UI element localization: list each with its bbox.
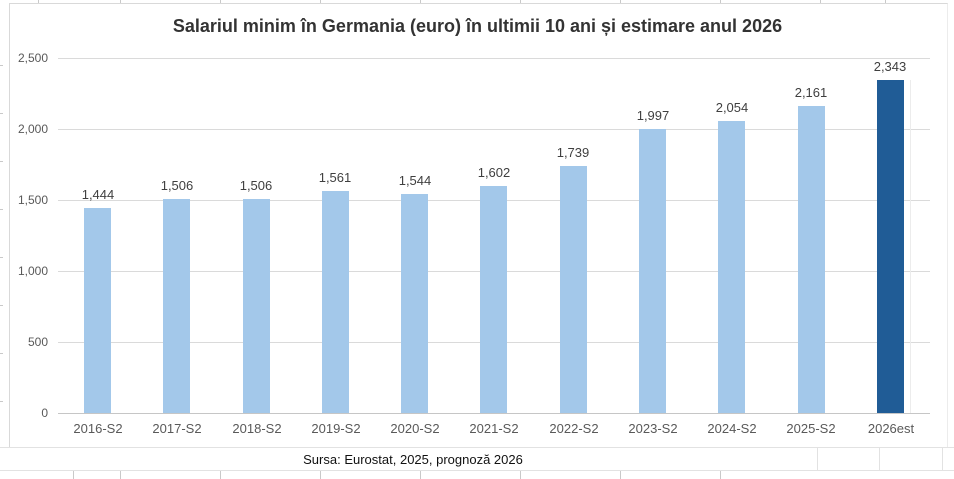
x-axis-label: 2025-S2 [786,421,836,436]
gridline [58,129,930,130]
x-axis-label: 2018-S2 [232,421,282,436]
chart-title: Salariul minim în Germania (euro) în ult… [172,16,783,36]
sheet-gridline-tick [220,471,221,479]
footer-row-bottom-border [0,470,954,471]
gridline [58,58,930,59]
bar[interactable] [84,208,111,413]
sheet-gridline-tick [820,0,821,3]
sheet-gridline-tick [420,0,421,3]
cell-border [817,447,818,471]
bar[interactable] [639,129,666,413]
x-axis-line [58,413,930,414]
sheet-gridline-tick [0,305,3,306]
sheet-column-line [910,80,911,413]
sheet-gridline-tick [720,0,721,3]
y-axis-tick-label: 2,500 [17,51,48,65]
sheet-gridline-tick [120,471,121,479]
x-axis-label: 2021-S2 [469,421,519,436]
sheet-gridline-tick [520,0,521,3]
bar-value-label: 2,054 [715,100,749,115]
x-axis-label: 2022-S2 [549,421,599,436]
sheet-gridline-tick [420,471,421,479]
bar[interactable] [163,199,190,413]
bar-value-label: 1,506 [239,178,273,193]
sheet-gridline-tick [620,0,621,3]
x-axis-label: 2019-S2 [311,421,361,436]
bar-value-label: 1,544 [398,173,432,188]
bar[interactable] [480,186,507,413]
bar[interactable] [401,194,428,413]
bar-value-label: 2,343 [873,59,907,74]
y-axis-tick-label: 1,500 [17,193,48,207]
y-axis-tick-label: 1,000 [17,264,48,278]
bar[interactable] [798,106,825,413]
x-axis-label: 2017-S2 [152,421,202,436]
sheet-gridline-tick [0,353,3,354]
sheet-gridline-tick [220,0,221,3]
bar-value-label: 1,444 [81,187,115,202]
sheet-gridline-tick [38,0,39,3]
sheet-gridline-tick [620,471,621,479]
x-axis-label: 2026est [867,421,915,436]
footer-row-top-border [0,447,954,448]
x-axis-label: 2020-S2 [390,421,440,436]
y-axis-tick-label: 500 [27,335,48,349]
sheet-gridline-tick [720,471,721,479]
sheet-gridline-tick [0,65,3,66]
bar[interactable] [877,80,904,413]
bar-value-label: 1,997 [636,108,670,123]
sheet-gridline-tick [0,401,3,402]
bar[interactable] [322,191,349,413]
bar[interactable] [243,199,270,413]
y-axis-tick-label: 0 [41,406,48,420]
sheet-gridline-tick [73,471,74,479]
bar-value-label: 2,161 [794,85,828,100]
sheet-gridline-tick [320,471,321,479]
sheet-gridline-tick [320,0,321,3]
sheet-gridline-tick [0,209,3,210]
cell-border [879,447,880,471]
x-axis-label: 2024-S2 [707,421,757,436]
bar-value-label: 1,739 [556,145,590,160]
cell-border [942,447,943,471]
sheet-gridline-tick [0,113,3,114]
bar-value-label: 1,506 [160,178,194,193]
sheet-gridline-tick [0,161,3,162]
x-axis-label: 2023-S2 [628,421,678,436]
bar-value-label: 1,602 [477,165,511,180]
bar[interactable] [560,166,587,413]
bar-value-label: 1,561 [318,170,352,185]
x-axis-label: 2016-S2 [73,421,123,436]
y-axis-tick-label: 2,000 [17,122,48,136]
source-note-cell[interactable]: Sursa: Eurostat, 2025, prognoză 2026 [303,452,523,467]
sheet-gridline-tick [520,471,521,479]
sheet-gridline-tick [885,0,886,3]
bar[interactable] [718,121,745,413]
sheet-gridline-tick [0,257,3,258]
sheet-gridline-tick [120,0,121,3]
